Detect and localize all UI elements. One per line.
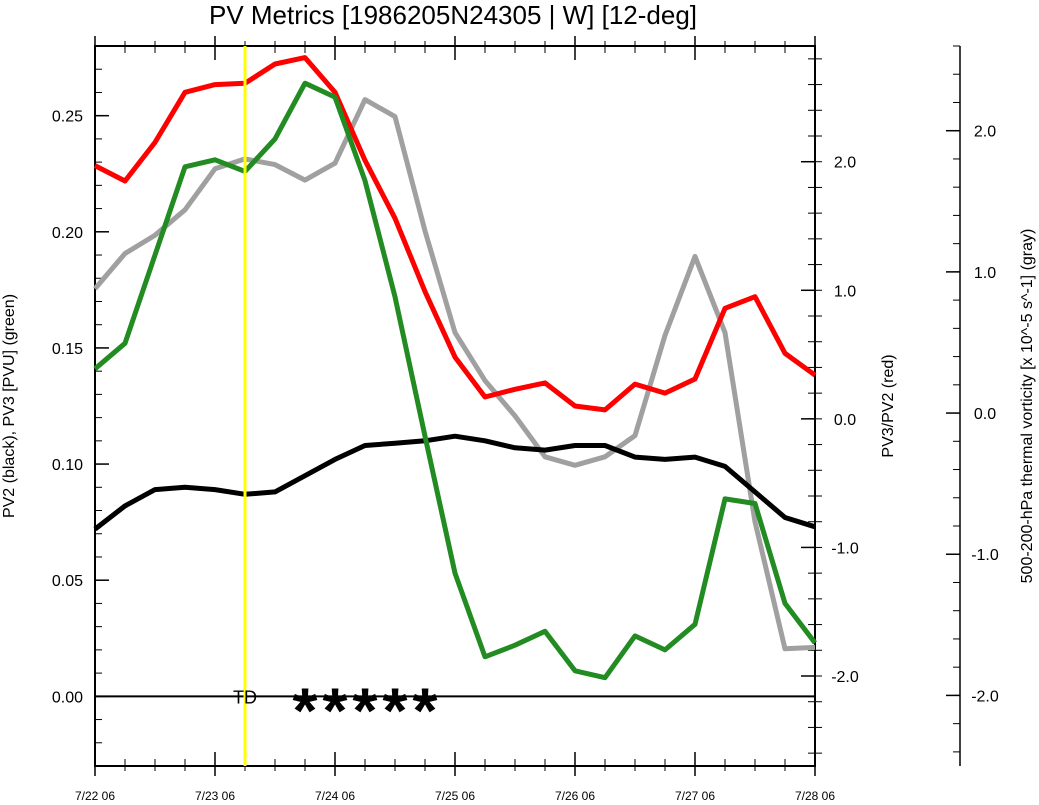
right-axis-tick-label: 2.0 — [834, 155, 856, 172]
left-axis-label: PV2 (black), PV3 [PVU] (green) — [1, 294, 18, 518]
left-axis-tick-label: 0.10 — [52, 457, 83, 474]
x-tick-label: 7/27 06 — [675, 789, 715, 803]
plot-frame — [94, 45, 816, 767]
secondary-right-axis-label: 500-200-hPa thermal vorticity [x 10^-5 s… — [1019, 229, 1036, 584]
secondary-right-axis-tick-label: -2.0 — [971, 688, 999, 705]
right-axis-tick-label: -2.0 — [831, 669, 859, 686]
x-tick-label: 7/22 06 — [75, 789, 115, 803]
left-axis-ticks: 0.00 0.05 0.10 0.15 0.20 0.25 — [52, 45, 109, 767]
series-layer — [93, 55, 817, 681]
left-axis-tick-label: 0.25 — [52, 109, 83, 126]
stars-layer: * * * * * — [293, 674, 438, 746]
secondary-right-axis-tick-label: 2.0 — [974, 124, 996, 141]
storm-star: * — [323, 674, 348, 746]
bottom-axis-ticks: 7/22 06 7/23 06 7/24 06 7/25 06 7/26 06 7/27 … — [75, 36, 835, 803]
x-tick-label: 7/26 06 — [555, 789, 595, 803]
storm-star: * — [383, 674, 408, 746]
secondary-right-axis-tick-label: -1.0 — [971, 547, 999, 564]
series-line-0 — [93, 433, 816, 532]
right-axis-tick-label: 0.0 — [834, 412, 856, 429]
x-tick-label: 7/23 06 — [195, 789, 235, 803]
series-line-2 — [93, 55, 817, 413]
x-tick-label: 7/28 06 — [795, 789, 835, 803]
chart-title: PV Metrics [1986205N24305 | W] [12-deg] — [209, 0, 697, 30]
right-axis-ticks: -2.0 -1.0 0.0 1.0 2.0 — [801, 58, 859, 754]
secondary-right-axis-tick-label: 1.0 — [974, 265, 996, 282]
right-axis-tick-label: -1.0 — [831, 540, 859, 557]
storm-star: * — [293, 674, 318, 746]
right-axis-label: PV3/PV2 (red) — [880, 354, 897, 457]
series-line-1 — [93, 80, 817, 681]
x-tick-label: 7/24 06 — [315, 789, 355, 803]
left-axis-tick-label: 0.05 — [52, 573, 83, 590]
x-tick-label: 7/25 06 — [435, 789, 475, 803]
left-axis-tick-label: 0.00 — [52, 689, 83, 706]
td-marker-label: TD — [233, 687, 257, 707]
series-line-3 — [93, 97, 816, 652]
secondary-right-axis-ticks: -2.0 -1.0 0.0 1.0 2.0 — [946, 45, 999, 753]
left-axis-tick-label: 0.20 — [52, 225, 83, 242]
right-axis-tick-label: 1.0 — [834, 283, 856, 300]
storm-star: * — [413, 674, 438, 746]
storm-star: * — [353, 674, 378, 746]
secondary-right-axis-tick-label: 0.0 — [974, 406, 996, 423]
left-axis-tick-label: 0.15 — [52, 341, 83, 358]
